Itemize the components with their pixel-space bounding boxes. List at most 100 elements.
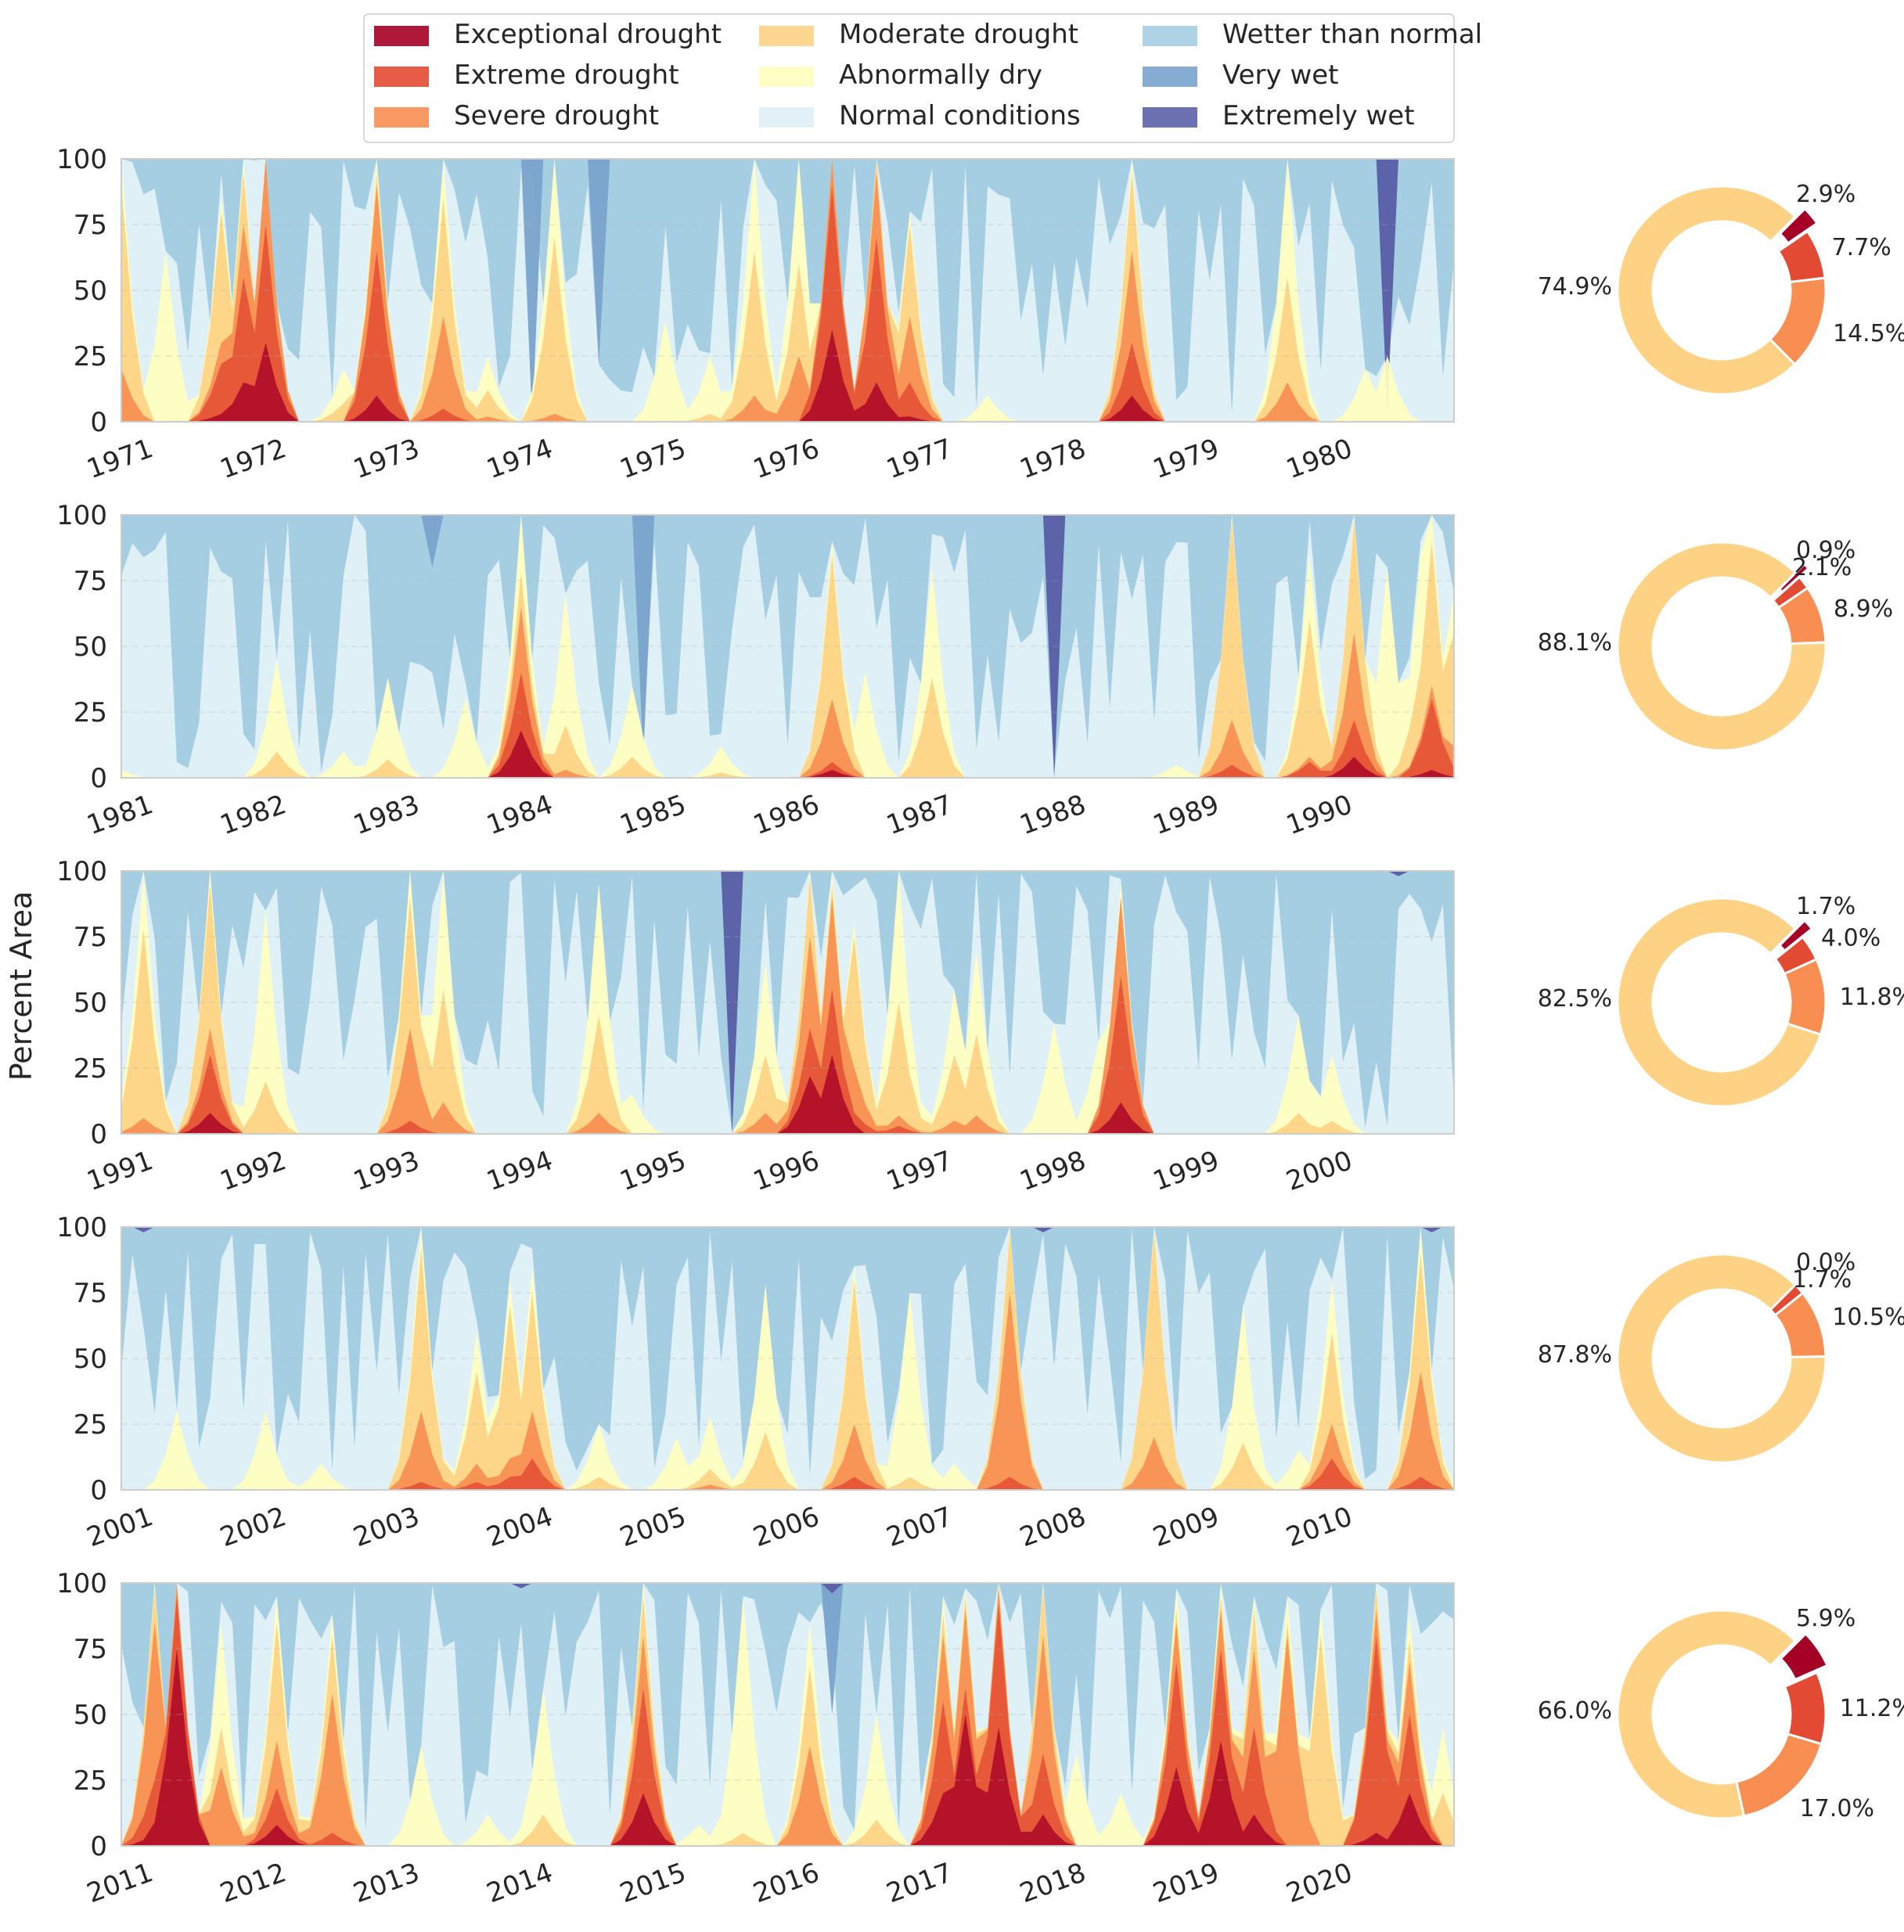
panel-3-plot-frame — [121, 870, 1455, 1135]
panel-1-donut-label-2: 7.7% — [1832, 234, 1891, 261]
panel-3-ytick-label: 0 — [90, 1119, 107, 1150]
panel-1-xtick-label: 1977 — [883, 433, 957, 485]
panel-5-area-wetter-than-normal — [121, 1583, 1454, 1831]
panel-3-xtick-label: 1998 — [1016, 1145, 1090, 1197]
panel-1-donut-label-3: 14.5% — [1833, 320, 1904, 347]
panel-1-xtick-label: 1975 — [616, 433, 690, 485]
panel-4-xtick-label: 2001 — [83, 1501, 157, 1553]
panel-1-donut-slice-4 — [1616, 185, 1798, 396]
panel-5-xtick-label: 2014 — [483, 1857, 557, 1909]
panel-3-area-wetter-than-normal — [121, 871, 1454, 1132]
panel-3-ytick-label: 75 — [74, 922, 107, 953]
panel-4-ytick-label: 0 — [90, 1475, 107, 1506]
panel-5-donut-slice-1 — [1779, 1632, 1829, 1682]
panel-4-area-extreme-drought — [121, 1458, 1454, 1490]
panel-4-donut-label-3: 10.5% — [1832, 1304, 1904, 1331]
panel-2-xtick-label: 1987 — [883, 789, 957, 841]
panel-2-xtick-label: 1988 — [1016, 789, 1090, 841]
panel-1-xtick-label: 1971 — [83, 433, 157, 485]
panel-5-xtick-label: 2013 — [349, 1857, 423, 1909]
panel-2-area-wetter-than-normal — [121, 515, 1454, 774]
panel-3-donut-slice-3 — [1783, 957, 1827, 1036]
panel-1-xtick-label: 1972 — [216, 433, 290, 485]
panel-3-xtick-label: 1993 — [349, 1145, 423, 1197]
legend-swatch-w3 — [1143, 107, 1197, 128]
panel-5-xtick-label: 2019 — [1149, 1857, 1223, 1909]
panel-5-xtick-label: 2016 — [749, 1857, 823, 1909]
panel-3-xtick-label: 1991 — [83, 1145, 157, 1197]
panel-2-xtick-label: 1984 — [483, 789, 557, 841]
panel-1-xtick-label: 1980 — [1282, 433, 1356, 485]
panel-4-xtick-label: 2005 — [616, 1501, 690, 1553]
panel-4-ytick-label: 75 — [74, 1278, 107, 1309]
panel-2-plot-frame — [121, 514, 1455, 779]
panel-2-xtick-label: 1989 — [1149, 789, 1223, 841]
panel-5-area-moderate-drought — [121, 1583, 1454, 1846]
legend-swatch-d0 — [759, 67, 814, 87]
panel-5-xtick-label: 2018 — [1016, 1857, 1090, 1909]
panel-3-xtick-label: 1995 — [616, 1145, 690, 1197]
panel-3-ytick-label: 100 — [56, 856, 107, 887]
panel-5-xtick-label: 2017 — [883, 1857, 957, 1909]
panel-3-donut-label-2: 4.0% — [1821, 924, 1881, 952]
panel-1-xtick-label: 1979 — [1149, 433, 1223, 485]
panel-4-xtick-label: 2003 — [349, 1501, 423, 1553]
panel-5-donut-label-3: 17.0% — [1800, 1795, 1874, 1822]
panel-1-plot-frame — [121, 158, 1455, 423]
panel-5-plot-frame — [121, 1582, 1455, 1847]
panel-4-xtick-label: 2008 — [1016, 1501, 1090, 1553]
panel-4-xtick-label: 2002 — [216, 1501, 290, 1553]
panel-1-donut-label-1: 2.9% — [1796, 181, 1855, 208]
panel-2-ytick-label: 100 — [56, 500, 107, 531]
panel-5-ytick-label: 25 — [74, 1765, 107, 1797]
panel-2-xtick-label: 1983 — [349, 789, 423, 841]
panel-2-xtick-label: 1986 — [749, 789, 823, 841]
panel-4-donut-label-1: 0.0% — [1796, 1249, 1855, 1276]
panel-3-xtick-label: 2000 — [1282, 1145, 1356, 1197]
panel-5-xtick-label: 2020 — [1282, 1857, 1356, 1909]
panel-4-xtick-label: 2010 — [1282, 1501, 1356, 1553]
panel-5-ytick-label: 75 — [74, 1634, 107, 1665]
panel-1-area-exceptional-drought — [121, 329, 1454, 422]
legend-label-d3: Extreme drought — [454, 59, 679, 91]
panel-4-donut-label-2: 1.7% — [1792, 1266, 1852, 1293]
panel-3-donut-label-4: 82.5% — [1538, 985, 1612, 1013]
panel-3-ytick-label: 50 — [74, 988, 107, 1019]
panel-2-xtick-label: 1985 — [616, 789, 690, 841]
panel-4-area-wetter-than-normal — [121, 1227, 1454, 1480]
panel-3-xtick-label: 1992 — [216, 1145, 290, 1197]
panel-5-donut-label-2: 11.2% — [1840, 1695, 1904, 1722]
panel-4-area-severe-drought — [121, 1293, 1454, 1490]
panel-3-xtick-label: 1999 — [1149, 1145, 1223, 1197]
panel-2-ytick-label: 25 — [74, 697, 107, 729]
panel-1-area-severe-drought — [121, 159, 1454, 422]
panel-1-ytick-label: 0 — [90, 407, 107, 438]
y-axis-label: Percent Area — [4, 891, 38, 1081]
legend-swatch-w2 — [1143, 67, 1197, 87]
panel-5-donut-slice-4 — [1616, 1609, 1798, 1820]
legend-swatch-d4 — [374, 26, 429, 46]
legend-swatch-n — [759, 107, 814, 128]
panel-5-ytick-label: 0 — [90, 1831, 107, 1862]
panel-2-area-moderate-drought — [121, 520, 1454, 778]
panel-3-donut-slice-4 — [1616, 897, 1823, 1108]
panel-2-xtick-label: 1981 — [83, 789, 157, 841]
panel-3-xtick-label: 1997 — [883, 1145, 957, 1197]
panel-5-xtick-label: 2015 — [616, 1857, 690, 1909]
panel-1-xtick-label: 1978 — [1016, 433, 1090, 485]
panel-3-area-exceptional-drought — [121, 1055, 1454, 1134]
panel-2-ytick-label: 75 — [74, 566, 107, 597]
panel-3-donut-label-1: 1.7% — [1796, 893, 1855, 920]
panel-5-donut-slice-2 — [1783, 1671, 1827, 1746]
panel-4-donut-label-4: 87.8% — [1538, 1341, 1612, 1369]
panel-3-xtick-label: 1994 — [483, 1145, 557, 1197]
panel-2-xtick-label: 1990 — [1282, 789, 1356, 841]
panel-1-ytick-label: 75 — [74, 210, 107, 241]
panel-2-donut-label-3: 8.9% — [1834, 595, 1893, 623]
panel-2-donut-label-1: 0.9% — [1796, 537, 1855, 564]
panel-2-donut-label-2: 2.1% — [1792, 554, 1852, 581]
panel-1-xtick-label: 1973 — [349, 433, 423, 485]
legend-label-w2: Very wet — [1222, 59, 1339, 91]
legend-swatch-d2 — [374, 107, 429, 128]
panel-2-xtick-label: 1982 — [216, 789, 290, 841]
